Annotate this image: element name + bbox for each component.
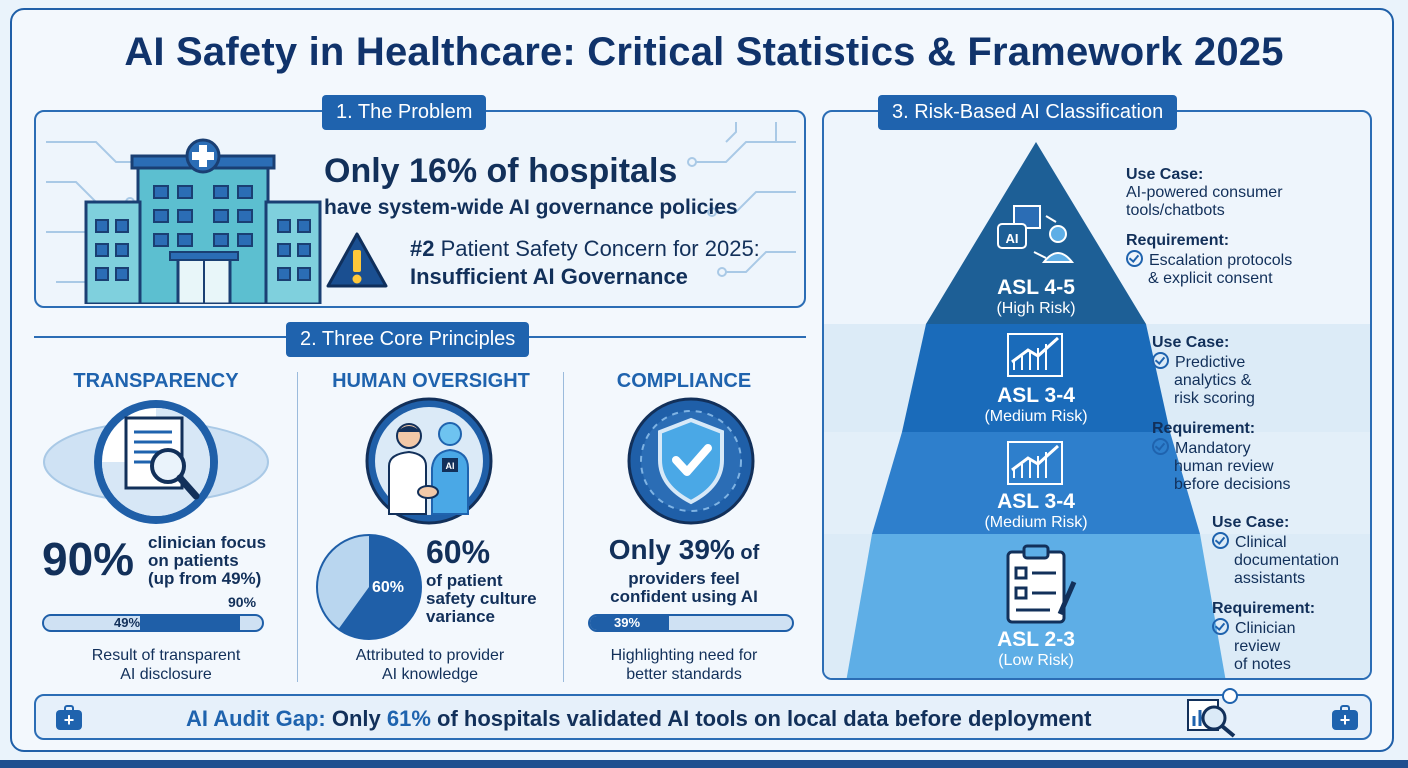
column-divider xyxy=(563,372,564,682)
compliance-bar-label: 39% xyxy=(614,615,641,630)
tier1-details: Use Case: AI-powered consumer tools/chat… xyxy=(1126,166,1293,287)
pie-slice xyxy=(338,535,421,639)
compliance-heading: COMPLIANCE xyxy=(616,370,752,392)
transparency-heading: TRANSPARENCY xyxy=(73,370,239,392)
analytics-chart-icon xyxy=(1007,441,1063,485)
transparency-desc: clinician focus on patients (up from 49%) xyxy=(148,533,267,588)
problem-panel: Only 16% of hospitals have system-wide A… xyxy=(34,110,806,308)
tier3-details: Use Case: Clinical documentation assista… xyxy=(1212,514,1339,673)
first-aid-kit-icon xyxy=(56,705,82,730)
first-aid-kit-icon xyxy=(1332,705,1358,730)
tier-asl-4-5: ASL 4-5 (High Risk) xyxy=(996,276,1076,317)
compliance-desc: providers feel confident using AI xyxy=(610,569,758,606)
bottom-strip xyxy=(0,760,1408,768)
check-icon xyxy=(1152,438,1169,455)
check-icon xyxy=(1152,352,1169,369)
tier-asl-3-4-lower: ASL 3-4 (Medium Risk) xyxy=(984,490,1088,531)
eye-document-icon xyxy=(43,400,269,524)
page-title: AI Safety in Healthcare: Critical Statis… xyxy=(124,30,1284,74)
concern-line: #2 Patient Safety Concern for 2025: xyxy=(410,236,760,261)
tier-asl-3-4-upper: ASL 3-4 (Medium Risk) xyxy=(984,384,1088,425)
hospital-icon xyxy=(84,138,322,304)
transparency-bar-top-label: 90% xyxy=(228,594,257,610)
compliance-note: Highlighting need for better standards xyxy=(610,647,758,683)
oversight-stat: 60% xyxy=(426,534,491,570)
column-divider xyxy=(297,372,298,682)
section-label-principles: 2. Three Core Principles xyxy=(286,322,530,357)
classification-panel: AI ASL 4-5 (High Risk) ASL 3-4 (Medium Ris… xyxy=(822,110,1372,680)
transparency-bar-label: 49% xyxy=(114,615,141,630)
check-icon xyxy=(1212,618,1229,635)
shield-check-icon xyxy=(627,397,755,525)
pie-label: 60% xyxy=(372,579,404,596)
transparency-progress-bar: 49% xyxy=(42,614,264,632)
problem-subline: have system-wide AI governance policies xyxy=(324,196,738,219)
compliance-stat: Only 39% of xyxy=(608,534,760,565)
audit-gap-text: AI Audit Gap: Only 61% of hospitals vali… xyxy=(186,706,1092,731)
warning-icon xyxy=(326,232,388,288)
tier-asl-2-3: ASL 2-3 (Low Risk) xyxy=(997,628,1075,669)
oversight-pie-chart: 60% xyxy=(316,534,422,640)
risk-pyramid: AI xyxy=(846,142,1226,678)
check-icon xyxy=(1126,250,1143,267)
audit-magnifier-icon xyxy=(1187,688,1238,738)
transparency-stat: 90% xyxy=(42,533,135,585)
clipboard-icon xyxy=(1006,544,1077,624)
section-label-problem: 1. The Problem xyxy=(322,95,487,130)
section-label-classification: 3. Risk-Based AI Classification xyxy=(878,95,1178,130)
oversight-heading: HUMAN OVERSIGHT xyxy=(332,370,530,392)
compliance-progress-bar: 39% xyxy=(588,614,794,632)
concern-bold: Insufficient AI Governance xyxy=(410,264,688,289)
check-icon xyxy=(1212,532,1229,549)
compliance-bar-fill xyxy=(590,616,669,630)
analytics-chart-icon xyxy=(1007,333,1063,377)
ai-badge-text: AI xyxy=(446,461,455,471)
problem-headline: Only 16% of hospitals xyxy=(324,152,678,190)
doctor-ai-handshake-icon: AI xyxy=(365,397,493,525)
ai-chat-icon-text: AI xyxy=(1006,231,1019,246)
oversight-desc: of patient safety culture variance xyxy=(426,571,537,626)
tier2-details: Use Case: Predictive analytics & risk sc… xyxy=(1152,334,1291,493)
transparency-note: Result of transparent AI disclosure xyxy=(91,647,241,683)
audit-gap-footer: AI Audit Gap: Only 61% of hospitals vali… xyxy=(34,688,1372,740)
oversight-note: Attributed to provider AI knowledge xyxy=(355,647,505,683)
